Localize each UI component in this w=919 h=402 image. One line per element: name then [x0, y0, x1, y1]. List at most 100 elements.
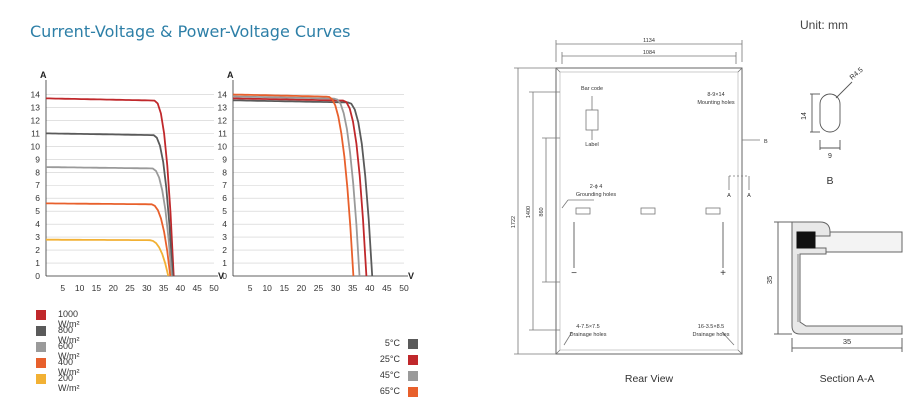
detail-b-caption: B	[826, 175, 833, 187]
y-tick-label: 6	[35, 193, 40, 203]
marker-b: B	[764, 139, 768, 145]
y-tick-label: 5	[222, 206, 227, 216]
slot-left	[575, 207, 591, 215]
y-tick-label: 9	[35, 154, 40, 164]
y-tick-label: 5	[35, 206, 40, 216]
y-tick-label: 11	[218, 128, 227, 138]
legend-swatch	[36, 342, 46, 352]
legend-label: 45°C	[379, 370, 400, 380]
radius-leader	[835, 81, 853, 99]
y-tick-label: 7	[35, 180, 40, 190]
section-aa-text: 35 35 Section A-A	[765, 276, 874, 385]
y-tick-label: 0	[35, 271, 40, 281]
plus-sign: +	[720, 268, 726, 279]
legend-label: 65°C	[379, 386, 400, 396]
legend-label: 25°C	[379, 354, 400, 364]
x-tick-label: 25	[314, 283, 324, 293]
grounding-holes-label: Grounding holes	[576, 192, 617, 198]
legend-label: 400 W/m²	[58, 357, 80, 377]
x-tick-label: 50	[399, 283, 409, 293]
y-tick-label: 1	[35, 258, 40, 268]
x-tick-label: 30	[142, 283, 152, 293]
rear-view-caption: Rear View	[625, 373, 674, 385]
x-tick-label: 5	[60, 283, 65, 293]
dim-1084: 1084	[643, 50, 655, 56]
drainage-right-label: Drainage holes	[693, 332, 730, 338]
x-tick-label: 35	[159, 283, 169, 293]
y-tick-label: 13	[218, 102, 228, 112]
x-tick-label: 40	[176, 283, 186, 293]
series-line-1-2	[46, 132, 174, 277]
drainage-left-label: Drainage holes	[570, 332, 607, 338]
x-tick-label: 25	[125, 283, 135, 293]
section-aa-caption: Section A-A	[820, 373, 875, 385]
mounting-holes-label: Mounting holes	[697, 100, 735, 106]
x-axis-unit: V	[408, 271, 414, 281]
x-axis-unit: V	[218, 271, 224, 281]
slot-shape	[819, 93, 841, 133]
x-tick-label: 50	[209, 283, 219, 293]
series-line-1-4	[46, 202, 172, 277]
dim-9: 9	[828, 153, 832, 160]
detail-b-drawing	[810, 81, 853, 150]
x-tick-label: 20	[297, 283, 307, 293]
y-tick-label: 2	[35, 245, 40, 255]
y-tick-label: 4	[222, 219, 227, 229]
series-line-2-2	[233, 97, 368, 277]
series-line-2-4	[232, 93, 355, 277]
y-tick-label: 8	[35, 167, 40, 177]
legend-swatch	[408, 339, 418, 349]
rear-view-text: 1134 1084 1722 1400 860 Bar code Label 8…	[511, 38, 768, 385]
y-tick-label: 3	[35, 232, 40, 242]
legend-swatch	[408, 355, 418, 365]
legend-temperature: 5°C 25°C 45°C 65°C	[300, 338, 418, 402]
temperature-legend-entry: 45°C	[300, 370, 418, 386]
marker-a-left: A	[727, 193, 731, 199]
temperature-legend-entry: 5°C	[300, 338, 418, 354]
y-tick-label: 7	[222, 180, 227, 190]
legend-swatch	[36, 326, 46, 336]
temperature-legend-entry: 65°C	[300, 386, 418, 402]
y-tick-label: 9	[222, 154, 227, 164]
section-aa-drawing	[774, 221, 903, 352]
series-line-1-5	[46, 238, 170, 277]
y-tick-label: 10	[218, 141, 228, 151]
legend-label: 200 W/m²	[58, 373, 80, 393]
detail-b-text: R4.5 14 9 B	[801, 67, 865, 187]
series-line-2-3	[232, 95, 361, 277]
drainage-right-dims: 16-3.5×8.5	[698, 324, 724, 330]
x-tick-label: 10	[262, 283, 272, 293]
dim-35-horizontal: 35	[843, 337, 851, 346]
dim-1134: 1134	[643, 38, 655, 44]
x-tick-label: 10	[75, 283, 85, 293]
x-tick-label: 20	[108, 283, 118, 293]
legend-label: 5°C	[384, 338, 400, 348]
y-tick-label: 4	[35, 219, 40, 229]
rear-view-drawing	[514, 40, 760, 355]
y-axis-unit: A	[40, 70, 47, 80]
dim-1722: 1722	[511, 216, 517, 228]
y-tick-label: 6	[222, 193, 227, 203]
legend-swatch	[36, 374, 46, 384]
y-tick-label: 1	[222, 258, 227, 268]
y-tick-label: 14	[31, 89, 41, 99]
series-line-1-3	[46, 166, 173, 277]
dim-35-vertical: 35	[765, 276, 774, 284]
bar-code-label: Bar code	[581, 86, 603, 92]
marker-a-right: A	[747, 193, 751, 199]
y-tick-label: 12	[31, 115, 41, 125]
drainage-left-dims: 4-7.5×7.5	[576, 324, 599, 330]
radius-label: R4.5	[849, 67, 865, 82]
x-tick-label: 15	[280, 283, 290, 293]
x-tick-label: 45	[382, 283, 392, 293]
x-tick-label: 40	[365, 283, 375, 293]
legend-swatch	[408, 371, 418, 381]
legend-label: 800 W/m²	[58, 325, 80, 345]
y-tick-label: 3	[222, 232, 227, 242]
x-tick-label: 5	[248, 283, 253, 293]
y-tick-label: 14	[218, 89, 228, 99]
frame-profile	[791, 221, 903, 335]
frame-seal	[796, 231, 816, 249]
